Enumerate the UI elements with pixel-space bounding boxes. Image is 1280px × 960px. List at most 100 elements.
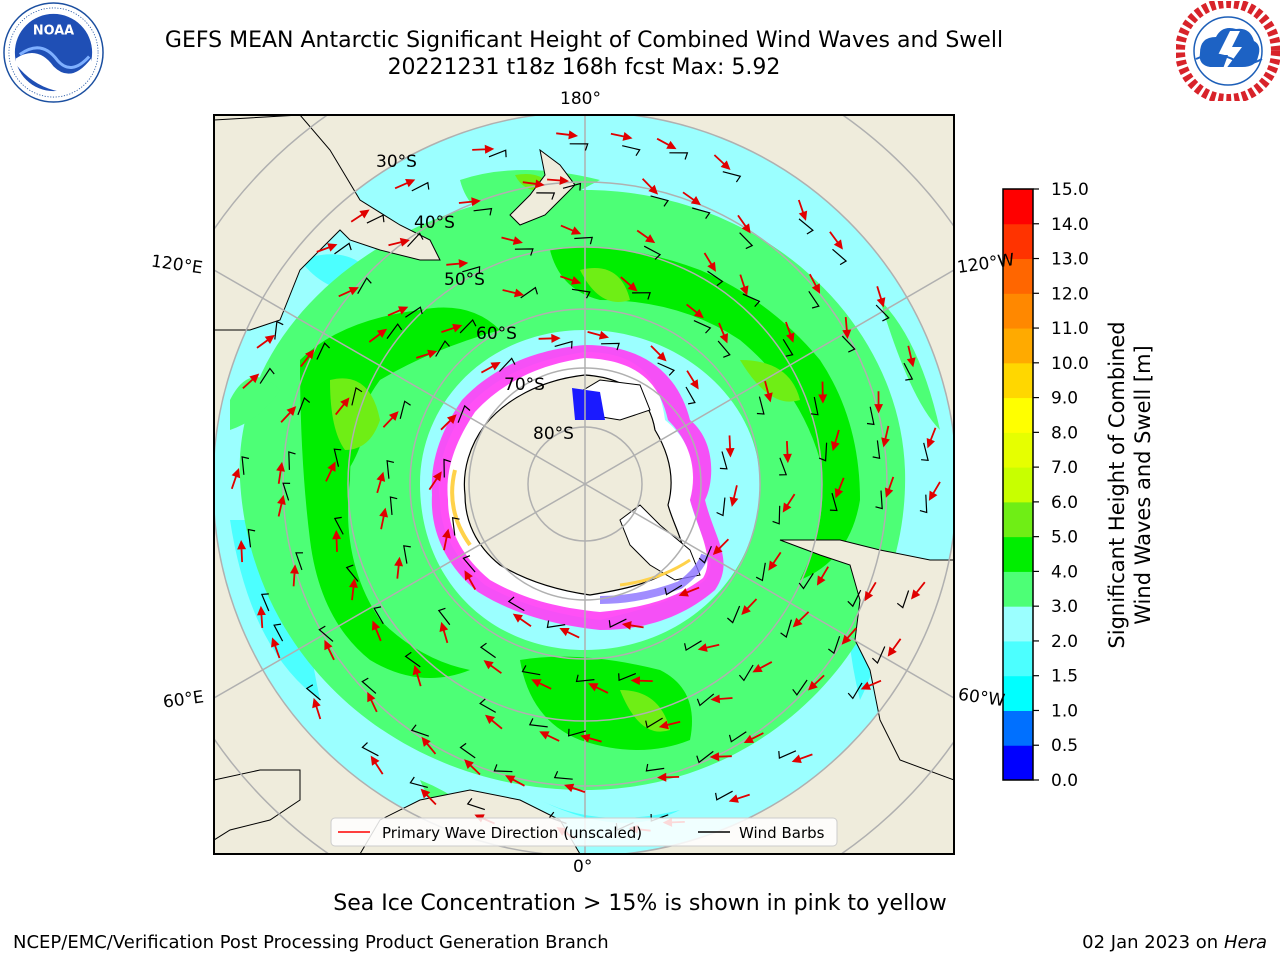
wave-direction-arrow [729, 485, 739, 507]
colorbar-tick-label: 7.0 [1051, 458, 1078, 478]
australia-land [214, 115, 441, 331]
colorbar-tick-label: 5.0 [1051, 528, 1078, 548]
wind-barb [297, 396, 311, 416]
wind-barb [728, 731, 747, 743]
wind-barb [847, 682, 863, 700]
colorbar-swatch [1003, 362, 1033, 399]
wind-barb [832, 248, 848, 266]
wind-barb [493, 764, 513, 773]
wave-direction-arrow [887, 638, 902, 657]
wave-direction-arrow [910, 581, 926, 600]
wave-direction-arrow [502, 288, 525, 298]
colorbar-tick-label: 0.5 [1051, 736, 1078, 756]
wind-barb [903, 362, 914, 381]
wave-direction-arrow [725, 435, 735, 458]
wave-direction-arrow [621, 621, 644, 630]
wave-direction-arrow [718, 322, 728, 344]
wave-direction-arrow [522, 179, 545, 189]
wave-direction-arrow [316, 243, 338, 253]
wind-barb [707, 270, 724, 287]
wave-direction-arrow [630, 676, 653, 686]
wave-direction-arrow [641, 178, 659, 195]
wave-direction-arrow [881, 425, 890, 448]
wave-direction-arrow [531, 679, 552, 690]
lat-label-80s: 80°S [533, 424, 574, 444]
wave-direction-arrow [906, 345, 916, 368]
colorbar-tick-label: 9.0 [1051, 389, 1078, 409]
wind-barb [778, 750, 797, 759]
wind-barb [693, 320, 712, 334]
wave-direction-arrow [587, 330, 610, 340]
wave-direction-arrow [739, 274, 749, 296]
wind-barb [575, 674, 595, 683]
nws-logo [1176, 1, 1280, 101]
legend-wave-label: Primary Wave Direction (unscaled) [382, 824, 642, 842]
lat-label-60s: 60°S [476, 324, 517, 344]
wind-barb [810, 396, 819, 416]
wave-direction-arrow [830, 429, 840, 452]
wind-barb [715, 790, 733, 801]
wind-barb [288, 451, 296, 470]
wind-barb [333, 516, 344, 535]
wave-direction-arrow [686, 370, 699, 390]
wind-barb [437, 607, 451, 626]
wind-barb [459, 318, 477, 334]
colorbar-frame [1002, 188, 1034, 781]
colorbar-tick-label: 15.0 [1051, 180, 1089, 200]
colorbar-swatch [1003, 293, 1033, 329]
wind-barb [716, 497, 726, 517]
wave-direction-arrow [512, 613, 532, 627]
wave-direction-arrow [367, 691, 378, 713]
wave-direction-arrow [656, 137, 677, 150]
wind-barb [404, 651, 421, 668]
wind-barb [727, 605, 741, 624]
wave-direction-arrow [588, 683, 609, 694]
colorbar-tick-label: 13.0 [1051, 250, 1089, 270]
wind-barb [798, 572, 814, 590]
wind-barb [645, 763, 665, 772]
wind-barb [896, 590, 910, 609]
footer-host: Hera [1223, 932, 1267, 953]
wind-barb [410, 724, 429, 737]
wind-barb [333, 448, 342, 467]
colorbar-tick-label: 6.0 [1051, 493, 1078, 513]
colorbar-title-line1: Significant Height of Combined [1105, 321, 1129, 649]
wind-barb [618, 672, 637, 682]
colorbar-swatch [1003, 571, 1033, 607]
wave-direction-arrow [559, 628, 580, 639]
wind-barb [241, 456, 250, 475]
wave-direction-arrow [441, 323, 463, 333]
wind-barb [351, 386, 363, 406]
wave-direction-arrow [808, 674, 825, 691]
wave-direction-arrow [560, 224, 582, 235]
wind-barb [921, 442, 929, 461]
wind-barb [696, 693, 715, 707]
wave-direction-arrow [237, 540, 247, 563]
wave-direction-arrow [256, 334, 275, 349]
wind-barb [274, 320, 284, 340]
wave-direction-arrow [556, 130, 579, 140]
wind-barb [553, 770, 573, 780]
wind-barb [407, 232, 424, 248]
wave-direction-arrow [580, 733, 602, 743]
wave-direction-arrow [480, 361, 501, 374]
wave-direction-arrow [420, 788, 437, 806]
lat-label-40s: 40°S [414, 213, 455, 233]
wind-barb [755, 562, 766, 582]
wind-barb [498, 357, 516, 372]
wave-direction-arrow [710, 694, 733, 704]
wind-barb [443, 458, 451, 478]
wave-direction-arrow [785, 321, 795, 343]
wind-barb [818, 442, 828, 462]
wave-direction-arrow [864, 581, 877, 602]
wave-direction-arrow [350, 209, 370, 223]
wave-direction-arrow [874, 391, 884, 414]
wave-direction-arrow [370, 755, 384, 775]
colorbar-tick-label: 3.0 [1051, 597, 1078, 617]
wind-barb [739, 232, 754, 250]
wave-direction-arrow [371, 620, 382, 642]
colorbar-tick-label: 2.0 [1051, 632, 1078, 652]
wave-direction-arrow [276, 461, 285, 484]
wind-barb [692, 207, 711, 219]
sea-ice-note: Sea Ice Concentration > 15% is shown in … [333, 891, 947, 916]
